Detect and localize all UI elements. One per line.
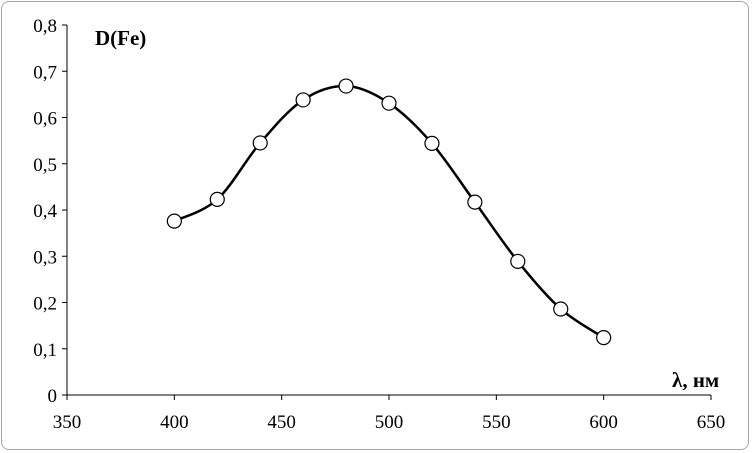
x-tick-label: 400 [160, 412, 189, 433]
axis-tick-marks [62, 24, 712, 400]
y-tick-label: 0,2 [33, 294, 57, 315]
y-tick-label: 0 [48, 386, 58, 407]
x-tick-label: 350 [53, 412, 82, 433]
y-tick-label: 0,5 [33, 155, 57, 176]
data-point [209, 191, 225, 207]
data-point [338, 78, 354, 94]
x-tick-labels: 350 400 450 500 550 600 650 [53, 412, 726, 433]
y-tick-labels: 0 0,1 0,2 0,3 0,4 0,5 0,6 0,7 0,8 [33, 16, 57, 407]
y-tick-label: 0,1 [33, 340, 57, 361]
x-tick-label: 550 [482, 412, 511, 433]
x-tick-label: 500 [375, 412, 404, 433]
data-point [553, 301, 569, 317]
y-tick-label: 0,3 [33, 247, 57, 268]
y-axis-label: D(Fe) [95, 26, 146, 50]
x-tick-label: 650 [697, 412, 726, 433]
data-point [510, 253, 526, 269]
x-tick-label: 600 [589, 412, 618, 433]
series-markers [166, 78, 612, 346]
y-tick-label: 0,8 [33, 16, 57, 37]
data-point [166, 213, 182, 229]
x-tick-label: 450 [267, 412, 296, 433]
y-tick-label: 0,6 [33, 109, 57, 130]
data-point [295, 92, 311, 108]
data-point [467, 194, 483, 210]
data-point [596, 330, 612, 346]
x-axis-label: λ, нм [672, 368, 719, 392]
y-tick-label: 0,4 [33, 201, 57, 222]
y-tick-label: 0,7 [33, 62, 57, 83]
data-point [424, 135, 440, 151]
series-line [173, 84, 605, 339]
data-point [252, 135, 268, 151]
data-point [381, 95, 397, 111]
